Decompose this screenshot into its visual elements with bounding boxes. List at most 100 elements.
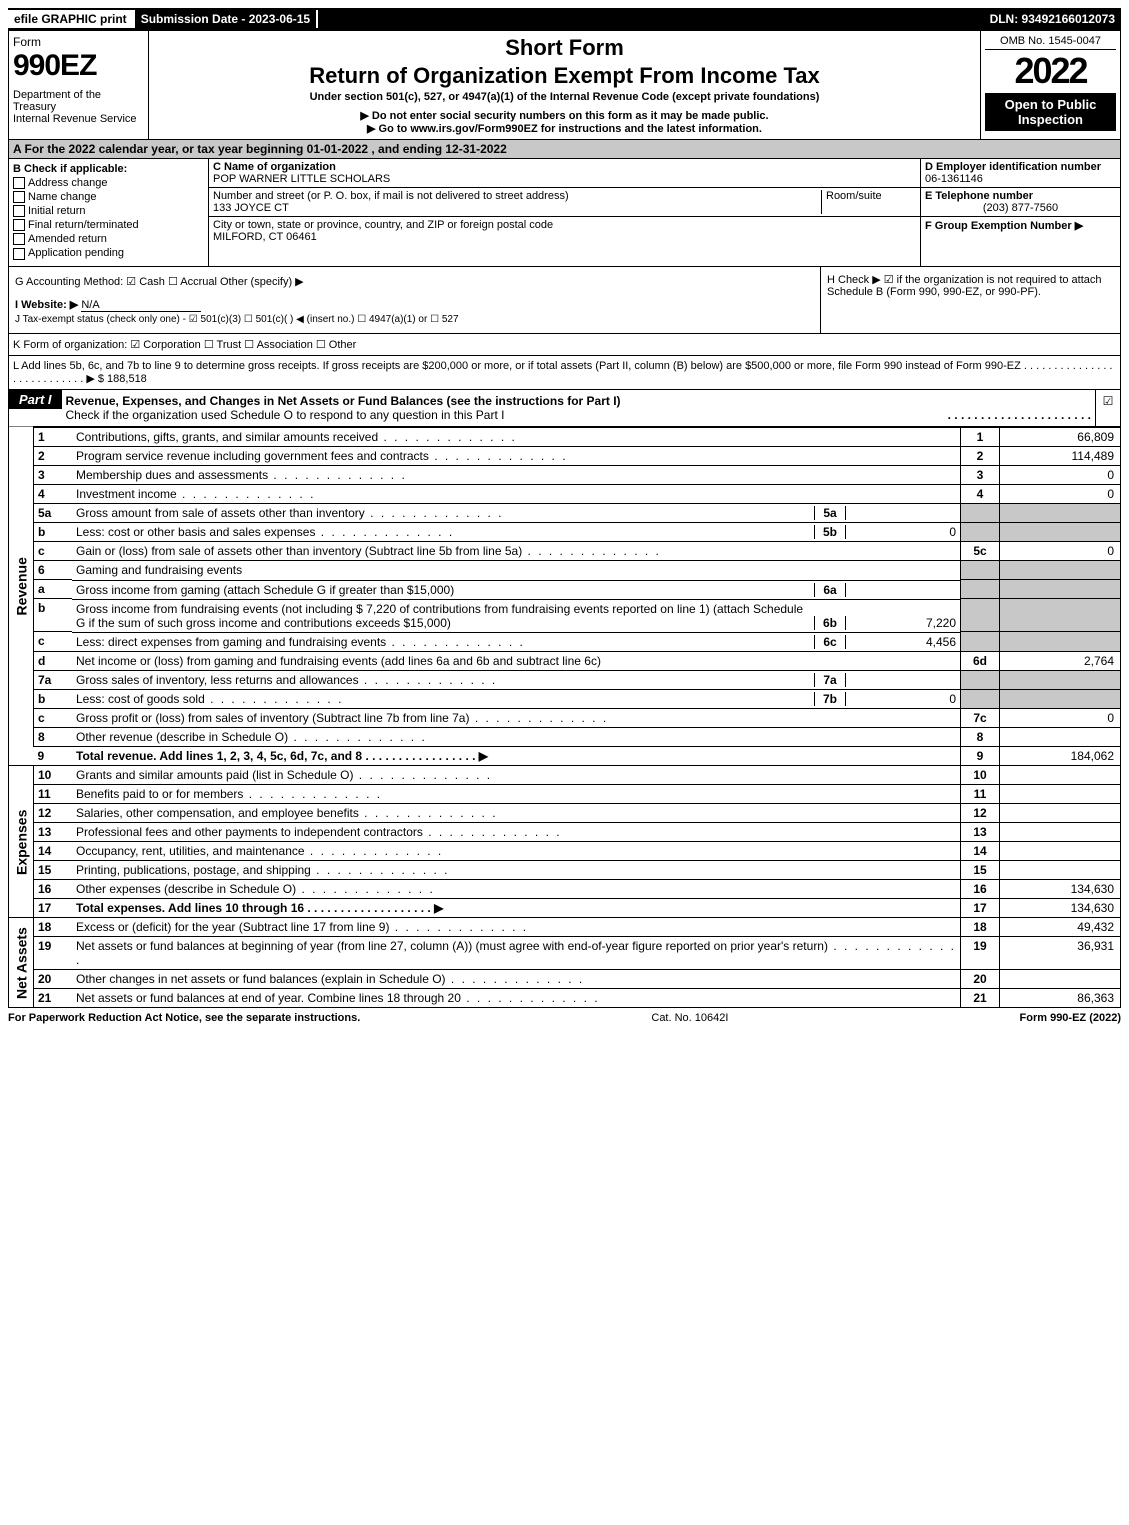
cb-final-return[interactable] xyxy=(13,219,25,231)
b-item-2: Initial return xyxy=(28,205,85,217)
ln5a-sn: 5a xyxy=(814,506,845,520)
ln6-n: 6 xyxy=(34,561,73,580)
ln5c-d: Gain or (loss) from sale of assets other… xyxy=(72,542,961,561)
ln7a-shade2 xyxy=(1000,670,1121,689)
top-bar: efile GRAPHIC print Submission Date - 20… xyxy=(8,8,1121,30)
ln15-ln: 15 xyxy=(961,861,1000,880)
ln3-v: 0 xyxy=(1000,465,1121,484)
subtitle: Under section 501(c), 527, or 4947(a)(1)… xyxy=(153,91,976,103)
ln5a-d: Gross amount from sale of assets other t… xyxy=(76,506,814,520)
cb-initial-return[interactable] xyxy=(13,205,25,217)
ln12-d: Salaries, other compensation, and employ… xyxy=(72,804,961,823)
efile-print[interactable]: efile GRAPHIC print xyxy=(8,10,135,28)
ln8-ln: 8 xyxy=(961,728,1000,747)
ln6b-shade1 xyxy=(961,599,1000,632)
footer: For Paperwork Reduction Act Notice, see … xyxy=(8,1008,1121,1028)
ein-value: 06-1361146 xyxy=(925,173,983,185)
ln12-v xyxy=(1000,804,1121,823)
f-group-label: F Group Exemption Number ▶ xyxy=(925,220,1083,232)
ln14-ln: 14 xyxy=(961,842,1000,861)
ln5a-n: 5a xyxy=(34,503,73,522)
b-item-4: Amended return xyxy=(28,233,107,245)
ln16-n: 16 xyxy=(34,880,73,899)
ln9-ln: 9 xyxy=(961,747,1000,766)
ln10-n: 10 xyxy=(34,766,73,785)
ln11-d: Benefits paid to or for members xyxy=(72,785,961,804)
b-item-1: Name change xyxy=(28,191,97,203)
ln6d-d: Net income or (loss) from gaming and fun… xyxy=(72,651,961,670)
h-check: H Check ▶ ☑ if the organization is not r… xyxy=(820,267,1120,333)
ln15-n: 15 xyxy=(34,861,73,880)
i-website-label: I Website: ▶ xyxy=(15,299,78,311)
ln11-n: 11 xyxy=(34,785,73,804)
ln20-d: Other changes in net assets or fund bala… xyxy=(72,970,961,989)
ln17-ln: 17 xyxy=(961,899,1000,918)
ln7a-sn: 7a xyxy=(814,673,845,687)
cb-amended-return[interactable] xyxy=(13,233,25,245)
ln5c-v: 0 xyxy=(1000,542,1121,561)
b-item-5: Application pending xyxy=(28,247,124,259)
ln13-ln: 13 xyxy=(961,823,1000,842)
ln6c-sv: 4,456 xyxy=(845,635,956,649)
ln14-d: Occupancy, rent, utilities, and maintena… xyxy=(72,842,961,861)
ln7a-d: Gross sales of inventory, less returns a… xyxy=(76,673,814,687)
ln16-d: Other expenses (describe in Schedule O) xyxy=(72,880,961,899)
note-link[interactable]: ▶ Go to www.irs.gov/Form990EZ for instru… xyxy=(153,122,976,135)
ln7b-shade1 xyxy=(961,689,1000,709)
footer-center: Cat. No. 10642I xyxy=(651,1012,728,1024)
ln5b-sv: 0 xyxy=(845,525,956,539)
k-form-org: K Form of organization: ☑ Corporation ☐ … xyxy=(8,334,1121,356)
ln8-n: 8 xyxy=(34,728,73,747)
c-name-label: C Name of organization xyxy=(213,161,336,173)
section-bcdef: B Check if applicable: Address change Na… xyxy=(8,159,1121,267)
org-street: 133 JOYCE CT xyxy=(213,202,289,214)
ln10-v xyxy=(1000,766,1121,785)
ln5b-d: Less: cost or other basis and sales expe… xyxy=(76,525,814,539)
room-label: Room/suite xyxy=(826,190,882,202)
part1-header: Part I Revenue, Expenses, and Changes in… xyxy=(8,390,1121,427)
tax-year: 2022 xyxy=(985,50,1116,92)
j-tax-exempt: J Tax-exempt status (check only one) - ☑… xyxy=(15,314,814,325)
col-c: C Name of organization POP WARNER LITTLE… xyxy=(209,159,920,266)
vlabel-revenue: Revenue xyxy=(9,427,34,747)
ln7b-d: Less: cost of goods sold xyxy=(76,692,814,706)
ln11-ln: 11 xyxy=(961,785,1000,804)
ln14-v xyxy=(1000,842,1121,861)
ln7b-n: b xyxy=(34,689,73,709)
i-website-value: N/A xyxy=(81,299,201,312)
part1-title: Revenue, Expenses, and Changes in Net As… xyxy=(66,394,621,408)
cb-application-pending[interactable] xyxy=(13,248,25,260)
ln12-n: 12 xyxy=(34,804,73,823)
ln18-v: 49,432 xyxy=(1000,918,1121,937)
e-phone-label: E Telephone number xyxy=(925,190,1033,202)
ln21-n: 21 xyxy=(34,989,73,1008)
ln6c-n: c xyxy=(34,632,73,652)
vlabel-netassets: Net Assets xyxy=(9,918,34,1008)
ln1-d: Contributions, gifts, grants, and simila… xyxy=(72,427,961,446)
ln11-v xyxy=(1000,785,1121,804)
ln16-v: 134,630 xyxy=(1000,880,1121,899)
open-public: Open to Public Inspection xyxy=(985,92,1116,131)
ln15-d: Printing, publications, postage, and shi… xyxy=(72,861,961,880)
cb-name-change[interactable] xyxy=(13,191,25,203)
dln: DLN: 93492166012073 xyxy=(984,10,1121,28)
ln7c-n: c xyxy=(34,709,73,728)
ln9-d: Total revenue. Add lines 1, 2, 3, 4, 5c,… xyxy=(76,749,488,763)
ln5c-n: c xyxy=(34,542,73,561)
ln8-v xyxy=(1000,728,1121,747)
org-name: POP WARNER LITTLE SCHOLARS xyxy=(213,173,390,185)
ln17-v: 134,630 xyxy=(1000,899,1121,918)
ln1-v: 66,809 xyxy=(1000,427,1121,446)
ln15-v xyxy=(1000,861,1121,880)
omb-number: OMB No. 1545-0047 xyxy=(985,35,1116,50)
cb-address-change[interactable] xyxy=(13,177,25,189)
ln21-v: 86,363 xyxy=(1000,989,1121,1008)
form-header: Form 990EZ Department of the Treasury In… xyxy=(8,30,1121,140)
vlabel-expenses: Expenses xyxy=(9,766,34,918)
submission-date: Submission Date - 2023-06-15 xyxy=(135,10,318,28)
c-street-label: Number and street (or P. O. box, if mail… xyxy=(213,190,569,202)
form-number: 990EZ xyxy=(13,49,144,83)
section-ghij: G Accounting Method: ☑ Cash ☐ Accrual Ot… xyxy=(8,267,1121,334)
part1-check[interactable]: ☑ xyxy=(1095,390,1120,426)
ln5b-shade2 xyxy=(1000,522,1121,542)
